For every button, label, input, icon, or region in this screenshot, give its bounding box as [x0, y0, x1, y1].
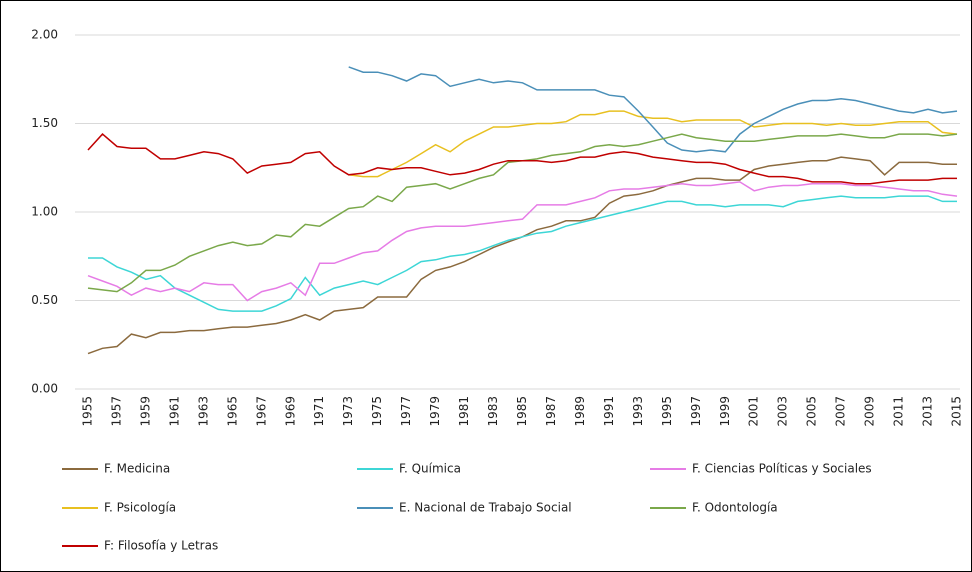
y-tick-label: 0.00 [31, 382, 58, 396]
legend-label: E. Nacional de Trabajo Social [399, 501, 572, 515]
legend-label: F. Medicina [104, 462, 170, 476]
x-tick-label: 1985 [515, 396, 529, 427]
series-line [348, 66, 958, 153]
legend-label: F. Ciencias Políticas y Sociales [692, 462, 872, 476]
x-tick-label: 1961 [167, 396, 181, 427]
series-line [87, 133, 957, 185]
legend-label: F. Psicología [104, 501, 176, 515]
legend-label: F. Química [399, 462, 461, 476]
x-tick-label: 2013 [921, 396, 935, 427]
x-tick-label: 2005 [805, 396, 819, 427]
x-tick-label: 1969 [283, 396, 297, 427]
x-tick-label: 1993 [631, 396, 645, 427]
x-tick-label: 1955 [81, 396, 95, 427]
x-tick-label: 2009 [863, 396, 877, 427]
x-tick-label: 1971 [312, 396, 326, 427]
x-tick-label: 1983 [486, 396, 500, 427]
x-tick-label: 2001 [747, 396, 761, 427]
series-line [88, 195, 957, 312]
y-tick-label: 2.00 [31, 28, 58, 42]
x-tick-label: 2015 [950, 396, 964, 427]
x-tick-label: 1999 [718, 396, 732, 427]
x-tick-label: 1967 [254, 396, 268, 427]
series-line [348, 110, 958, 178]
series-line [87, 181, 958, 302]
y-tick-label: 0.50 [31, 293, 58, 307]
legend-label: F. Odontología [692, 501, 778, 515]
x-tick-label: 1991 [602, 396, 616, 427]
x-tick-label: 1957 [109, 396, 123, 427]
y-tick-label: 1.00 [31, 205, 58, 219]
x-tick-label: 1981 [457, 396, 471, 427]
x-tick-label: 1975 [370, 396, 384, 427]
x-tick-label: 1995 [660, 396, 674, 427]
x-tick-label: 2003 [776, 396, 790, 427]
x-tick-label: 1979 [428, 396, 442, 427]
x-tick-label: 1989 [573, 396, 587, 427]
x-tick-label: 1977 [399, 396, 413, 427]
x-tick-label: 2007 [834, 396, 848, 427]
x-tick-label: 2011 [892, 396, 906, 427]
x-tick-label: 1987 [544, 396, 558, 427]
y-tick-label: 1.50 [31, 116, 58, 130]
x-tick-label: 1997 [689, 396, 703, 427]
x-tick-label: 1959 [138, 396, 152, 427]
x-tick-label: 1965 [225, 396, 239, 427]
legend-label: F: Filosofía y Letras [104, 539, 218, 553]
x-tick-label: 1963 [196, 396, 210, 427]
x-tick-label: 1973 [341, 396, 355, 427]
